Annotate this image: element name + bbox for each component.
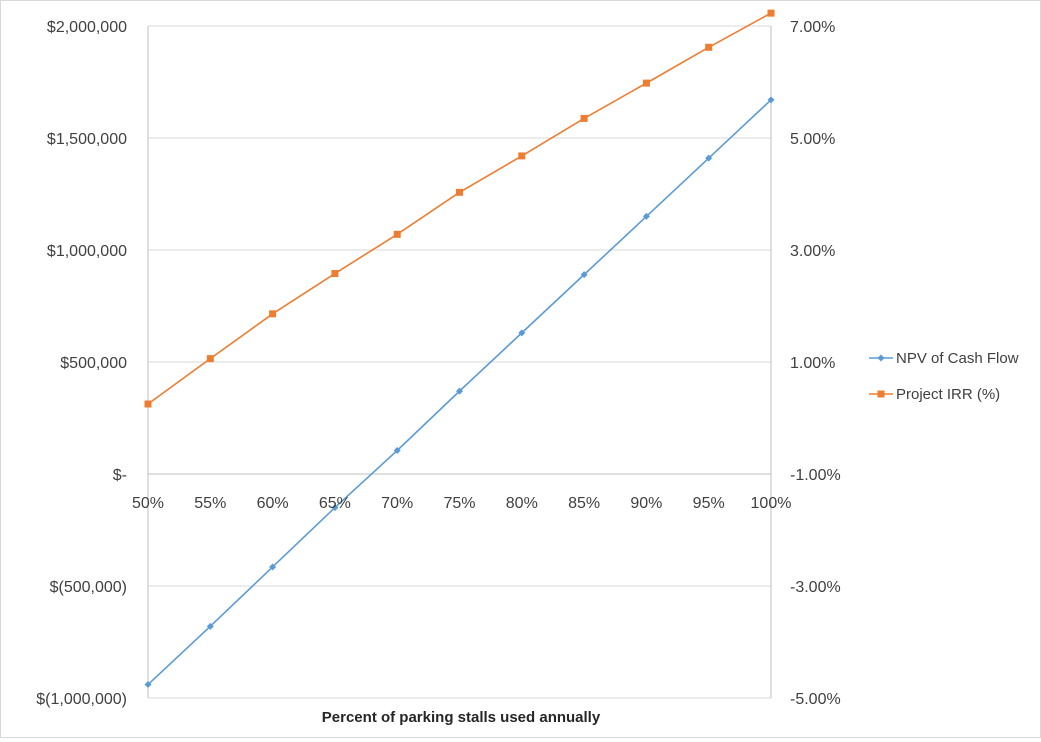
data-point — [767, 96, 775, 104]
data-point — [144, 681, 152, 689]
x-tick-label: 95% — [693, 495, 725, 512]
series-npv-cash-flow — [144, 96, 775, 689]
legend-marker — [877, 354, 885, 362]
y-right-tick-label: 1.00% — [790, 355, 835, 372]
y-left-tick-label: $500,000 — [60, 355, 127, 372]
data-point — [518, 152, 526, 160]
y-left-tick-label: $(1,000,000) — [36, 691, 127, 708]
legend-marker — [877, 390, 885, 398]
data-point — [456, 387, 463, 395]
data-point — [580, 271, 588, 279]
legend: NPV of Cash Flow Project IRR (%) — [869, 350, 1019, 403]
data-point — [144, 400, 152, 408]
y-left-tick-label: $(500,000) — [50, 579, 127, 596]
data-point — [518, 329, 526, 337]
data-point — [393, 230, 401, 238]
data-point — [206, 355, 214, 363]
data-point — [580, 114, 588, 122]
x-tick-label: 55% — [194, 495, 226, 512]
data-point — [269, 310, 277, 318]
y-right-tick-label: -1.00% — [790, 467, 841, 484]
x-tick-label: 70% — [381, 495, 413, 512]
x-axis-title: Percent of parking stalls used annually — [322, 709, 601, 726]
x-tick-label: 65% — [319, 495, 351, 512]
data-point — [331, 270, 339, 278]
y-left-tick-label: $1,500,000 — [47, 131, 127, 148]
series-line — [147, 12, 772, 405]
tick-labels: $(1,000,000) $(500,000) $- $500,000 $1,000,0… — [36, 19, 840, 708]
x-tick-label: 60% — [257, 495, 289, 512]
y-left-tick-label: $1,000,000 — [47, 243, 127, 260]
x-tick-label: 100% — [751, 495, 792, 512]
y-right-tick-label: 7.00% — [790, 19, 835, 36]
y-right-tick-label: 3.00% — [790, 243, 835, 260]
legend-label: Project IRR (%) — [896, 386, 1000, 403]
x-tick-label: 90% — [630, 495, 662, 512]
x-tick-label: 85% — [568, 495, 600, 512]
y-right-tick-label: 5.00% — [790, 131, 835, 148]
series — [144, 9, 775, 689]
legend-entry: Project IRR (%) — [869, 386, 1000, 403]
data-point — [269, 563, 277, 571]
data-point — [206, 622, 214, 630]
legend-label: NPV of Cash Flow — [896, 350, 1019, 367]
x-tick-label: 50% — [132, 495, 164, 512]
x-tick-label: 75% — [443, 495, 475, 512]
y-right-tick-label: -3.00% — [790, 579, 841, 596]
data-point — [642, 212, 650, 220]
data-point — [767, 9, 775, 17]
legend-entry: NPV of Cash Flow — [869, 350, 1019, 367]
data-point — [331, 504, 339, 512]
data-point — [705, 43, 713, 51]
axes — [147, 26, 772, 698]
x-tick-label: 80% — [506, 495, 538, 512]
data-point — [642, 79, 650, 87]
series-project-irr — [144, 9, 775, 408]
data-point — [393, 446, 401, 454]
data-point — [705, 154, 713, 162]
data-point — [456, 188, 463, 196]
y-left-tick-label: $- — [113, 467, 127, 484]
y-left-tick-label: $2,000,000 — [47, 19, 127, 36]
y-right-tick-label: -5.00% — [790, 691, 841, 708]
